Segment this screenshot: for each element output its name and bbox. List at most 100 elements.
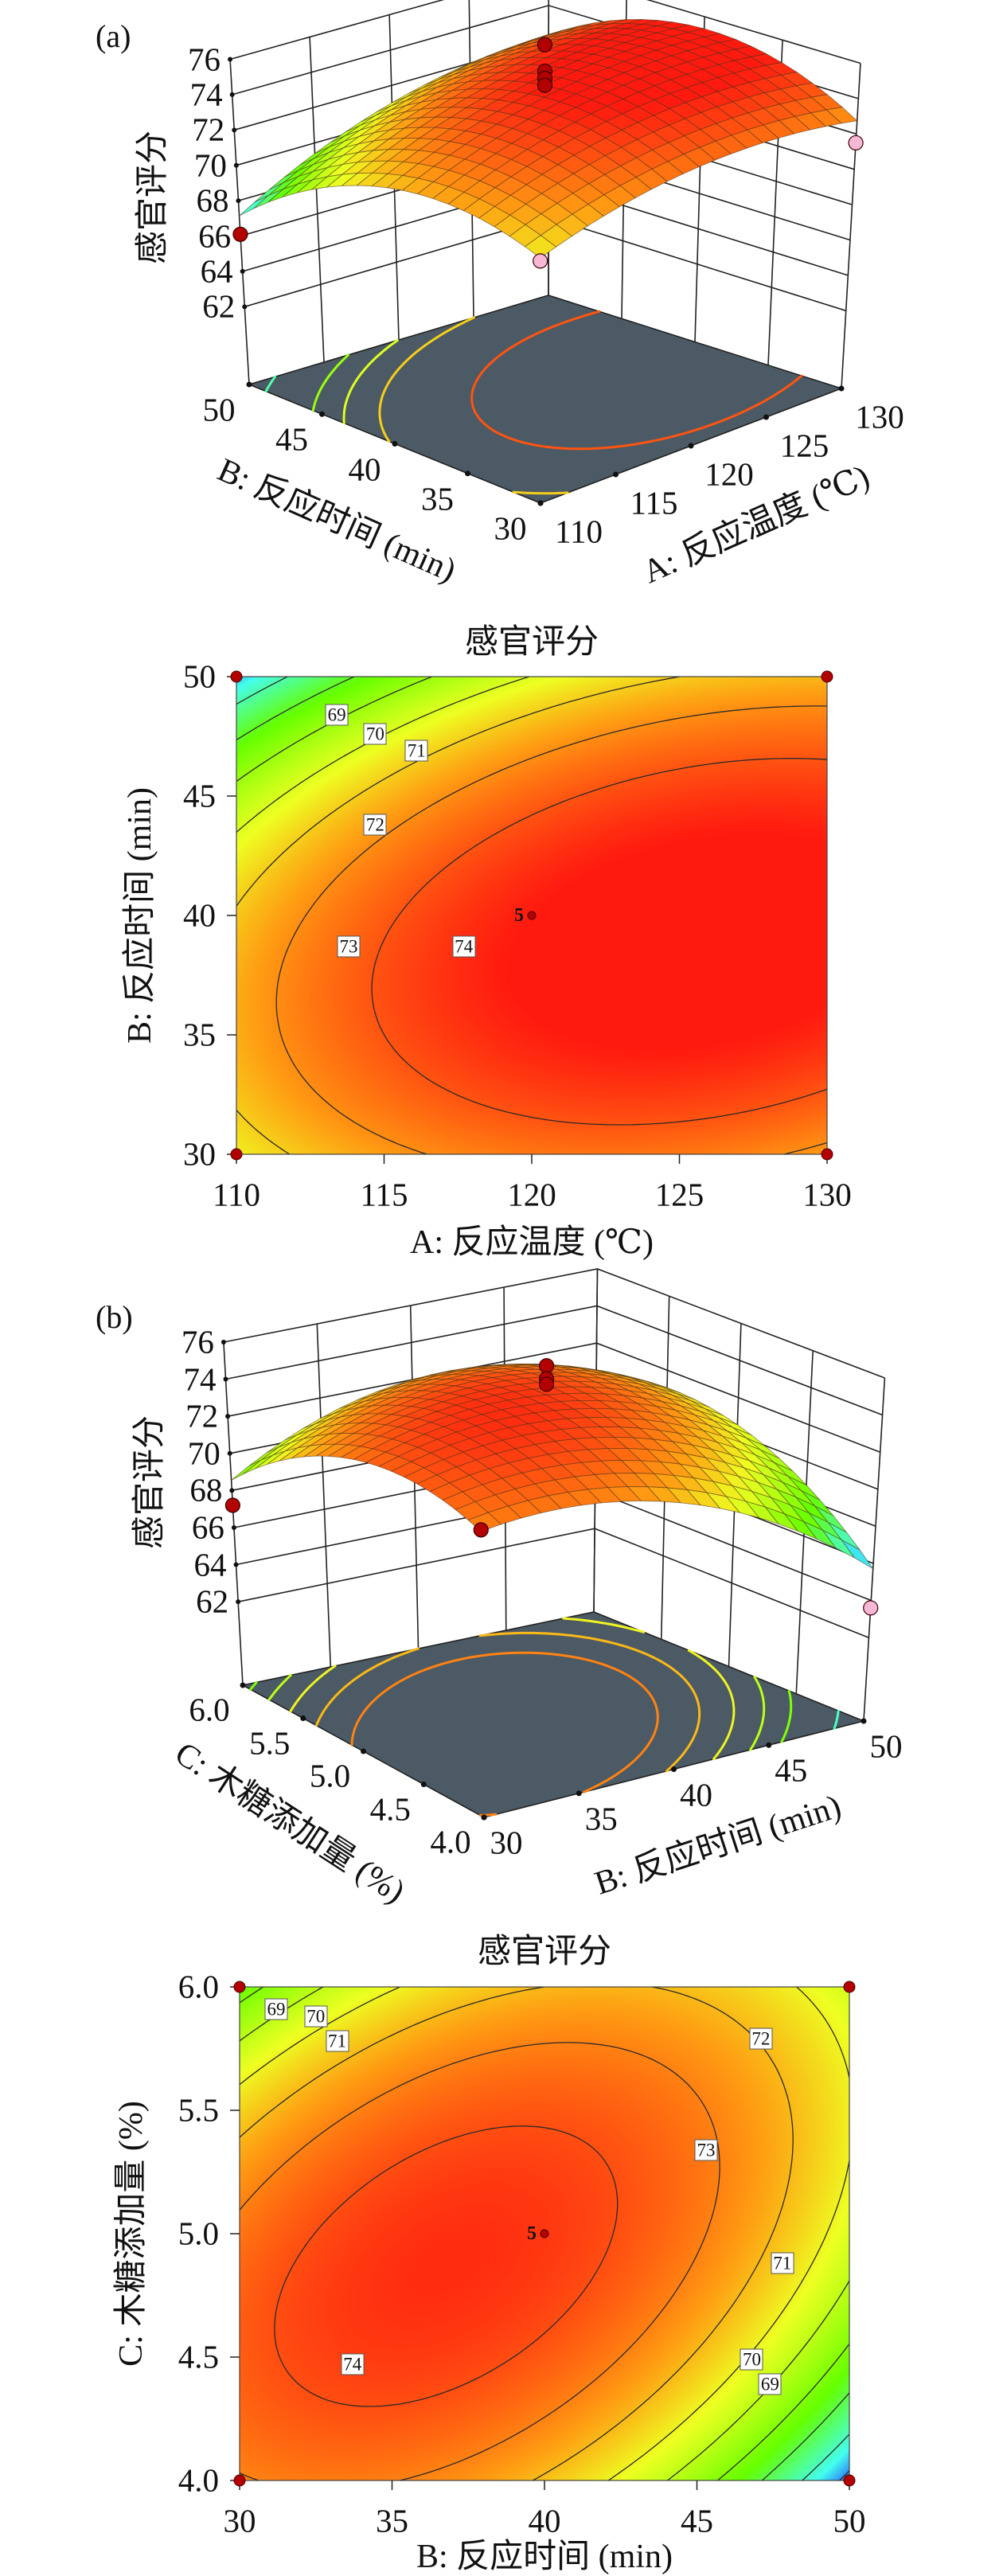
response-surface bbox=[231, 1363, 874, 1569]
design-point bbox=[233, 2474, 246, 2487]
z-tick-label: 64 bbox=[193, 1546, 227, 1583]
surface-patch bbox=[841, 1539, 874, 1569]
y-tick-label: 4.0 bbox=[178, 2461, 219, 2499]
surface-a-z-axis-title: 感官评分 bbox=[135, 130, 171, 265]
x-tick-label: 50 bbox=[833, 2502, 866, 2539]
surface-patch bbox=[239, 194, 269, 217]
contour-line-66 bbox=[838, 2470, 850, 2481]
z-tick-label: 68 bbox=[189, 1471, 223, 1509]
contour-line-69 bbox=[239, 1986, 850, 2481]
contour-line-72 bbox=[236, 676, 681, 1155]
z-tick-mark bbox=[229, 1488, 235, 1493]
center-point-replicate-count: 5 bbox=[527, 2223, 537, 2244]
surface-patch bbox=[524, 235, 557, 259]
y-tick-label: 5.5 bbox=[249, 1724, 291, 1761]
floor-contour-68 bbox=[264, 375, 276, 393]
x-tick-label: 130 bbox=[802, 1176, 852, 1213]
z-tick-mark bbox=[232, 127, 237, 133]
z-tick-mark bbox=[233, 1562, 239, 1567]
contour-label: 74 bbox=[341, 2353, 365, 2375]
floor-contour-71 bbox=[289, 1617, 736, 1761]
z-tick-mark bbox=[242, 304, 248, 310]
y-tick-label: 35 bbox=[421, 480, 454, 517]
contour-label: 71 bbox=[771, 2252, 794, 2274]
x-tick-mark bbox=[763, 414, 769, 420]
z-tick-mark bbox=[236, 198, 241, 204]
contour-plot-a bbox=[227, 670, 833, 1164]
x-tick-mark bbox=[688, 443, 694, 449]
contour-line-71 bbox=[236, 676, 530, 833]
floor-contour-70 bbox=[311, 353, 349, 412]
contour-label: 70 bbox=[363, 723, 387, 745]
y-tick-label: 35 bbox=[183, 1016, 216, 1053]
z-tick-mark bbox=[231, 1524, 236, 1530]
y-tick-label: 50 bbox=[183, 658, 216, 695]
contour-a-x-axis-title: A: 反应温度 (℃) bbox=[410, 1224, 654, 1261]
contour-label: 70 bbox=[304, 2005, 328, 2028]
center-point bbox=[540, 2229, 549, 2238]
y-tick-mark bbox=[246, 381, 252, 388]
z-tick-label: 74 bbox=[189, 76, 223, 113]
x-tick-mark bbox=[613, 471, 619, 478]
y-tick-label: 5.5 bbox=[178, 2091, 219, 2129]
z-tick-mark bbox=[233, 162, 239, 168]
y-tick-label: 40 bbox=[348, 451, 381, 487]
contour-line-74 bbox=[274, 2125, 619, 2407]
x-tick-label: 110 bbox=[213, 1176, 260, 1213]
y-tick-label: 30 bbox=[494, 509, 527, 547]
surface-plot-b bbox=[221, 1268, 886, 1821]
z-tick-label: 70 bbox=[187, 1434, 221, 1472]
x-tick-label: 130 bbox=[855, 398, 904, 435]
design-point-above bbox=[537, 37, 553, 53]
center-point-replicate-count: 5 bbox=[514, 905, 524, 926]
panel-b-label: (b) bbox=[96, 1299, 133, 1335]
y-tick-mark bbox=[319, 411, 325, 417]
x-tick-label: 120 bbox=[507, 1176, 556, 1213]
response-surface bbox=[239, 18, 858, 259]
x-tick-mark bbox=[766, 1742, 772, 1748]
wall-gridline-z bbox=[237, 1528, 869, 1638]
contour-label: 69 bbox=[325, 704, 349, 726]
contour-a-y-axis-title: B: 反应时间 (min) bbox=[122, 787, 158, 1044]
surface-patch bbox=[243, 1454, 274, 1475]
x-tick-label: 125 bbox=[779, 427, 829, 464]
floor-contour-72 bbox=[314, 1631, 701, 1773]
floor-contour-72 bbox=[378, 316, 569, 495]
z-tick-mark bbox=[225, 1414, 231, 1419]
y-tick-label: 50 bbox=[202, 391, 236, 428]
y-tick-mark bbox=[465, 470, 470, 477]
design-point-above bbox=[473, 1522, 489, 1538]
wall-gridline-z bbox=[223, 1268, 885, 1379]
design-point-below bbox=[863, 1600, 879, 1616]
design-point-above bbox=[224, 1497, 240, 1513]
contour-line-71 bbox=[239, 1986, 850, 2481]
x-tick-mark bbox=[576, 1790, 582, 1797]
contour-b-x-axis-title: B: 反应时间 (min) bbox=[416, 2539, 673, 2575]
floor-contour-69 bbox=[249, 1680, 793, 1743]
surface-plot-a bbox=[228, 0, 864, 506]
x-tick-label: 45 bbox=[775, 1751, 808, 1789]
x-tick-label: 40 bbox=[680, 1776, 712, 1813]
design-point bbox=[821, 670, 833, 683]
y-tick-label: 5.0 bbox=[309, 1757, 351, 1794]
z-tick-label: 64 bbox=[200, 252, 233, 290]
y-tick-label: 45 bbox=[183, 777, 216, 814]
wall-gridline-x bbox=[229, 59, 250, 385]
surface-patch bbox=[231, 1459, 262, 1481]
x-tick-label: 30 bbox=[223, 2502, 256, 2539]
wall-gridline-z bbox=[225, 1305, 883, 1416]
contour-line-69 bbox=[236, 676, 355, 741]
z-tick-mark bbox=[223, 1376, 228, 1382]
contour-line-70 bbox=[236, 676, 432, 783]
wall-gridline-y bbox=[863, 1377, 886, 1722]
z-tick-label: 76 bbox=[181, 1323, 214, 1360]
x-tick-label: 115 bbox=[360, 1176, 408, 1213]
z-tick-mark bbox=[228, 57, 233, 62]
contour-label: 69 bbox=[264, 1998, 288, 2020]
contour-label: 69 bbox=[758, 2373, 782, 2395]
contour-label: 74 bbox=[452, 935, 476, 958]
y-tick-label: 5.0 bbox=[178, 2215, 219, 2252]
wall-gridline-x bbox=[316, 1323, 332, 1668]
y-tick-mark bbox=[481, 1814, 487, 1821]
